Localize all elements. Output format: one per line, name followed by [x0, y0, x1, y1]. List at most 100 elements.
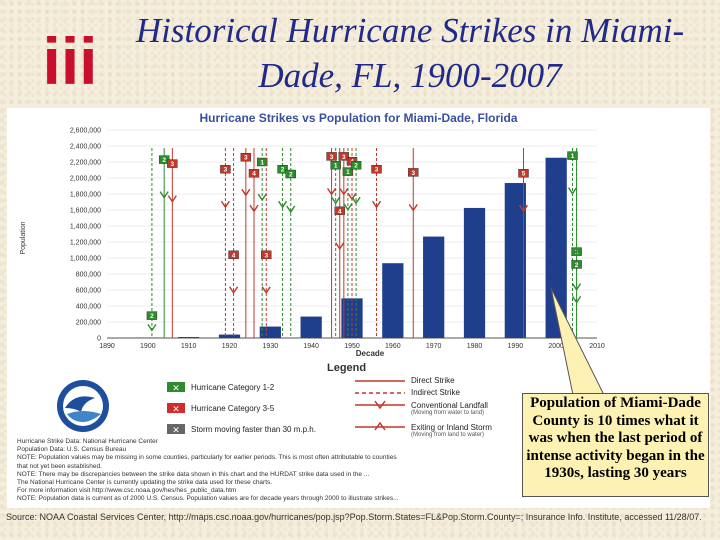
- legend-direct-label: Direct Strike: [411, 376, 455, 385]
- strike-category-label: 1: [260, 160, 264, 167]
- strike-arrow-icon: [249, 204, 259, 213]
- strike-category-box: [146, 311, 158, 320]
- strike-arrow-icon: [159, 191, 169, 199]
- legend-slow: ✕ Storm moving faster than 30 m.p.h.: [167, 424, 316, 435]
- strike-category-box: [571, 260, 582, 269]
- legend-landfall: Conventional Landfall (Moving from water…: [355, 400, 488, 416]
- y-tick-label: 1,200,000: [70, 240, 101, 247]
- strike-marker: 3: [326, 148, 337, 338]
- strike-category-box: [567, 151, 578, 160]
- y-tick-label: 800,000: [76, 272, 101, 279]
- legend-cat12-label: Hurricane Category 1-2: [191, 382, 275, 392]
- legend-landfall-label: Conventional Landfall: [411, 400, 488, 410]
- y-tick-label: 2,200,000: [70, 160, 101, 167]
- strike-category-box: [338, 152, 350, 161]
- note-line: NOTE: Population data is current as of 2…: [17, 495, 399, 503]
- strike-arrow-icon: [347, 192, 357, 201]
- population-chart: 0 200,000 400,000 600,000 800,000 1,000,000 1,…: [20, 128, 605, 359]
- exiting-arrow-icon: [355, 422, 405, 431]
- legend-indirect-label: Indirect Strike: [411, 388, 460, 397]
- strike-category-label: 3: [224, 167, 228, 174]
- y-tick-label: 1,800,000: [70, 192, 101, 199]
- strike-marker: 2: [285, 148, 296, 338]
- strike-arrow-icon: [339, 188, 349, 196]
- strike-arrow-icon: [343, 203, 353, 211]
- strike-category-box: [277, 165, 288, 174]
- y-tick-label: 200,000: [76, 320, 101, 327]
- note-line: that not yet been established.: [17, 462, 102, 470]
- strike-category-label: 3: [342, 154, 346, 161]
- y-tick-label: 2,000,000: [70, 176, 101, 183]
- strike-marker: 2: [146, 148, 158, 338]
- strike-marker: 3: [371, 148, 382, 338]
- strike-marker: 4: [228, 148, 239, 338]
- svg-text:✕: ✕: [172, 383, 180, 392]
- strike-arrow-icon: [241, 188, 251, 197]
- strike-category-label: 4: [252, 171, 256, 178]
- strike-marker: 2: [277, 148, 288, 338]
- x-tick-label: 1980: [467, 343, 483, 350]
- strike-category-box: [371, 165, 382, 174]
- y-tick-label: 400,000: [76, 304, 101, 311]
- source-citation: Source: NOAA Coastal Services Center, ht…: [6, 512, 702, 522]
- strike-category-label: 2: [150, 313, 154, 320]
- note-line: NOTE: There may be discrepancies between…: [17, 470, 370, 478]
- strike-category-label: 2: [575, 262, 579, 269]
- strike-marker: 3: [240, 148, 252, 338]
- strike-marker: 3: [338, 148, 350, 338]
- strike-category-box: [326, 152, 337, 161]
- strike-category-label: 2: [354, 163, 358, 170]
- note-line: The National Hurricane Center is current…: [17, 479, 273, 487]
- strike-category-box: [167, 159, 178, 168]
- strike-marker: 4: [248, 148, 260, 338]
- strike-category-label: 1: [346, 169, 350, 176]
- y-tick-label: 1,000,000: [70, 256, 101, 263]
- strike-arrow-icon: [286, 205, 296, 214]
- strike-marker: 2: [350, 148, 362, 338]
- strike-arrow-icon: [257, 193, 267, 202]
- strike-arrow-icon: [331, 196, 341, 205]
- cat35-swatch-icon: ✕: [167, 403, 185, 414]
- strike-category-box: [408, 168, 419, 177]
- legend-direct: Direct Strike: [355, 376, 455, 385]
- strike-category-label: 4: [338, 208, 342, 215]
- x-tick-label: 1990: [508, 343, 524, 350]
- population-bar: [218, 334, 241, 338]
- x-tick-label: 2010: [589, 343, 605, 350]
- strike-category-label: 5: [522, 171, 526, 178]
- strike-arrow-icon: [371, 200, 382, 209]
- strike-category-label: 1: [334, 163, 338, 170]
- strike-marker: 3: [220, 148, 231, 338]
- legend-indirect: Indirect Strike: [355, 388, 460, 397]
- strike-arrow-icon: [278, 200, 288, 209]
- chart-title: Hurricane Strikes vs Population for Miam…: [199, 111, 518, 125]
- strike-arrow-icon: [167, 195, 177, 203]
- svg-text:✕: ✕: [172, 404, 180, 413]
- strike-category-label: 2: [281, 167, 285, 174]
- population-bar: [178, 337, 200, 338]
- strike-category-label: 3: [264, 252, 268, 259]
- svg-text:✕: ✕: [172, 425, 180, 434]
- strike-category-label: 3: [171, 161, 175, 168]
- strike-arrow-icon: [229, 286, 239, 295]
- slow-swatch-icon: ✕: [167, 424, 185, 435]
- strike-marker: 3: [167, 148, 178, 338]
- legend-cat12: ✕ Hurricane Category 1-2: [167, 382, 275, 393]
- population-bar: [463, 207, 486, 338]
- legend-cat35-label: Hurricane Category 3-5: [191, 403, 275, 413]
- chart-notes: Hurricane Strike Data: National Hurrican…: [17, 438, 517, 504]
- x-tick-label: 1940: [303, 343, 319, 350]
- y-tick-label: 1,400,000: [70, 224, 101, 231]
- indirect-line-icon: [355, 391, 405, 394]
- y-axis-label: Population: [20, 221, 27, 254]
- strike-category-label: 3: [330, 154, 334, 161]
- strike-arrow-icon: [335, 242, 345, 251]
- legend-slow-label: Storm moving faster than 30 m.p.h.: [191, 424, 316, 434]
- x-tick-label: 1950: [344, 343, 360, 350]
- strike-category-box: [261, 250, 272, 260]
- legend-exiting-label: Exiting or Inland Storm: [411, 422, 492, 432]
- iii-logo-text: iii: [42, 28, 97, 92]
- page-title: Historical Hurricane Strikes in Miami-Da…: [135, 11, 685, 95]
- x-tick-label: 1910: [181, 343, 197, 350]
- x-tick-label: 1900: [140, 343, 156, 350]
